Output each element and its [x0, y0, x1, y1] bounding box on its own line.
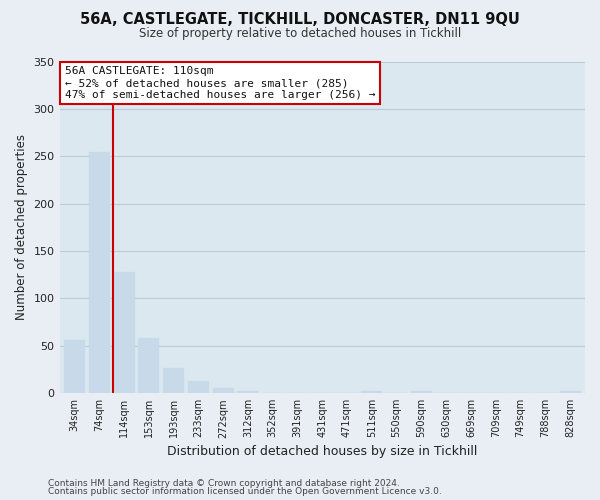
Text: 56A, CASTLEGATE, TICKHILL, DONCASTER, DN11 9QU: 56A, CASTLEGATE, TICKHILL, DONCASTER, DN… — [80, 12, 520, 28]
Text: Contains HM Land Registry data © Crown copyright and database right 2024.: Contains HM Land Registry data © Crown c… — [48, 478, 400, 488]
Bar — [64, 340, 85, 393]
Bar — [89, 152, 110, 393]
Bar — [212, 388, 233, 393]
Text: Size of property relative to detached houses in Tickhill: Size of property relative to detached ho… — [139, 28, 461, 40]
Bar — [113, 272, 134, 393]
Bar — [188, 381, 209, 393]
Bar — [163, 368, 184, 393]
Text: 56A CASTLEGATE: 110sqm
← 52% of detached houses are smaller (285)
47% of semi-de: 56A CASTLEGATE: 110sqm ← 52% of detached… — [65, 66, 375, 100]
Text: Contains public sector information licensed under the Open Government Licence v3: Contains public sector information licen… — [48, 487, 442, 496]
Bar — [560, 392, 581, 393]
Y-axis label: Number of detached properties: Number of detached properties — [15, 134, 28, 320]
Bar — [238, 392, 259, 393]
Bar — [138, 338, 160, 393]
Bar — [361, 392, 382, 393]
X-axis label: Distribution of detached houses by size in Tickhill: Distribution of detached houses by size … — [167, 444, 478, 458]
Bar — [411, 392, 432, 393]
